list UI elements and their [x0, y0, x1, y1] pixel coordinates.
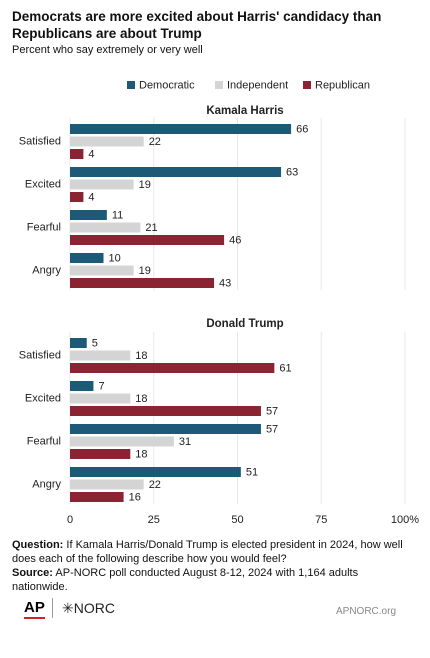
- data-label: 19: [139, 265, 151, 277]
- category-label: Fearful: [27, 435, 61, 447]
- norc-text: NORC: [73, 600, 115, 616]
- category-label: Angry: [32, 264, 61, 276]
- bar: [70, 235, 225, 245]
- logo-divider: [52, 598, 53, 618]
- data-label: 19: [139, 179, 151, 191]
- bar: [70, 179, 134, 190]
- bar: [70, 167, 282, 177]
- title: Democrats are more excited about Harris'…: [12, 9, 382, 41]
- legend-label: Republican: [315, 79, 370, 91]
- bar: [70, 210, 107, 220]
- data-label: 63: [286, 166, 298, 178]
- bar: [70, 149, 84, 159]
- bar: [70, 436, 174, 447]
- data-label: 43: [219, 277, 231, 289]
- data-label: 7: [98, 380, 104, 392]
- legend-swatch: [215, 81, 223, 89]
- bar: [70, 479, 144, 490]
- data-label: 4: [88, 148, 94, 160]
- data-label: 10: [109, 252, 121, 264]
- data-label: 31: [179, 436, 191, 448]
- data-label: 18: [135, 393, 147, 405]
- data-label: 4: [88, 191, 94, 203]
- panel-title: Kamala Harris: [206, 105, 283, 117]
- category-label: Satisfied: [19, 135, 61, 147]
- bar: [70, 222, 141, 233]
- bar: [70, 424, 261, 434]
- ap-logo: AP: [24, 599, 45, 619]
- data-label: 21: [145, 222, 157, 234]
- bar: [70, 381, 94, 391]
- bar: [70, 393, 131, 404]
- subtitle: Percent who say extremely or very well: [12, 44, 203, 56]
- x-tick-label: 0: [67, 514, 73, 526]
- norc-logo: ✳NORC: [62, 599, 115, 617]
- source-text: AP-NORC poll conducted August 8-12, 2024…: [12, 567, 359, 593]
- bar: [70, 124, 292, 134]
- source-label: Source:: [12, 567, 53, 579]
- category-label: Excited: [25, 392, 61, 404]
- question-text: If Kamala Harris/Donald Trump is elected…: [12, 539, 403, 565]
- data-label: 22: [149, 136, 161, 148]
- data-label: 16: [129, 491, 141, 503]
- data-label: 51: [246, 466, 258, 478]
- data-label: 46: [229, 234, 241, 246]
- category-label: Satisfied: [19, 349, 61, 361]
- bar: [70, 338, 87, 348]
- bar: [70, 467, 241, 477]
- question-label: Question:: [12, 539, 64, 551]
- data-label: 66: [296, 123, 308, 135]
- data-label: 57: [266, 405, 278, 417]
- legend-label: Democratic: [139, 79, 195, 91]
- source: Source: AP-NORC poll conducted August 8-…: [12, 566, 412, 594]
- x-tick-label: 100%: [391, 514, 419, 526]
- data-label: 5: [92, 337, 98, 349]
- bar: [70, 492, 124, 502]
- data-label: 18: [135, 448, 147, 460]
- data-label: 11: [112, 209, 123, 221]
- data-label: 57: [266, 423, 278, 435]
- x-tick-label: 50: [231, 514, 243, 526]
- question: Question: If Kamala Harris/Donald Trump …: [12, 538, 412, 566]
- footnote: Question: If Kamala Harris/Donald Trump …: [12, 538, 412, 594]
- bar: [70, 278, 215, 288]
- category-label: Excited: [25, 178, 61, 190]
- bar: [70, 449, 131, 459]
- data-label: 18: [135, 350, 147, 362]
- category-label: Fearful: [27, 221, 61, 233]
- legend-swatch: [303, 81, 311, 89]
- category-label: Angry: [32, 478, 61, 490]
- panel-title: Donald Trump: [206, 318, 283, 330]
- bar: [70, 265, 134, 276]
- bar: [70, 406, 261, 416]
- x-tick-label: 25: [148, 514, 160, 526]
- bar: [70, 350, 131, 361]
- bar: [70, 253, 104, 263]
- norc-star: ✳: [62, 600, 74, 616]
- data-label: 61: [279, 362, 291, 374]
- data-label: 22: [149, 479, 161, 491]
- bar: [70, 363, 275, 373]
- x-tick-label: 75: [315, 514, 327, 526]
- legend-label: Independent: [227, 79, 288, 91]
- bar: [70, 192, 84, 202]
- bar: [70, 136, 144, 147]
- site: APNORC.org: [335, 606, 396, 617]
- legend-swatch: [127, 81, 135, 89]
